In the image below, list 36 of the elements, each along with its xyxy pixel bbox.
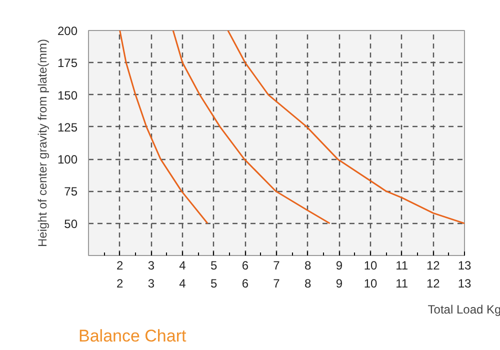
x-tick-label: 4	[179, 258, 186, 272]
x-tick-label: 12	[426, 258, 440, 272]
x-tick-label: 6	[242, 258, 249, 272]
x-tick-label: 3	[148, 258, 155, 272]
x2-tick-label: 13	[458, 276, 472, 290]
x2-tick-label: 3	[148, 276, 155, 290]
line-series	[172, 30, 331, 224]
x2-tick-label: 8	[304, 276, 312, 290]
x-tick-label: 11	[396, 258, 408, 272]
x-tick-label: 13	[458, 258, 472, 272]
y-tick-label: 100	[57, 152, 78, 167]
y-axis-title: Height of center gravity from plate(mm)	[35, 38, 50, 248]
y-tick-label: 150	[57, 88, 78, 102]
y-tick-label: 75	[64, 184, 78, 199]
x2-tick-label: 4	[179, 276, 186, 290]
line-series	[227, 30, 464, 224]
x-tick-label: 7	[273, 258, 280, 272]
text: Balance Chart	[78, 326, 187, 346]
x2-tick-label: 6	[242, 276, 249, 290]
x-tick-label: 9	[336, 258, 343, 272]
x-tick-label: 2	[116, 258, 124, 272]
x-tick-label: 8	[304, 258, 312, 272]
y-tick-label: 175	[57, 56, 78, 70]
x2-tick-label: 2	[116, 276, 124, 290]
line-series	[119, 30, 208, 224]
x2-tick-label: 9	[336, 276, 343, 290]
x-tick-label: 10	[364, 258, 378, 272]
y-tick-label: 200	[57, 24, 78, 38]
x2-tick-label: 10	[364, 276, 378, 290]
y-tick-label: 50	[64, 216, 78, 231]
x2-tick-label: 12	[426, 276, 440, 290]
y-tick-label: 125	[57, 120, 78, 134]
x2-tick-label: 5	[210, 276, 218, 290]
x2-tick-label: 11	[396, 276, 408, 290]
x2-tick-label: 7	[273, 276, 280, 290]
x-tick-label: 5	[210, 258, 218, 272]
